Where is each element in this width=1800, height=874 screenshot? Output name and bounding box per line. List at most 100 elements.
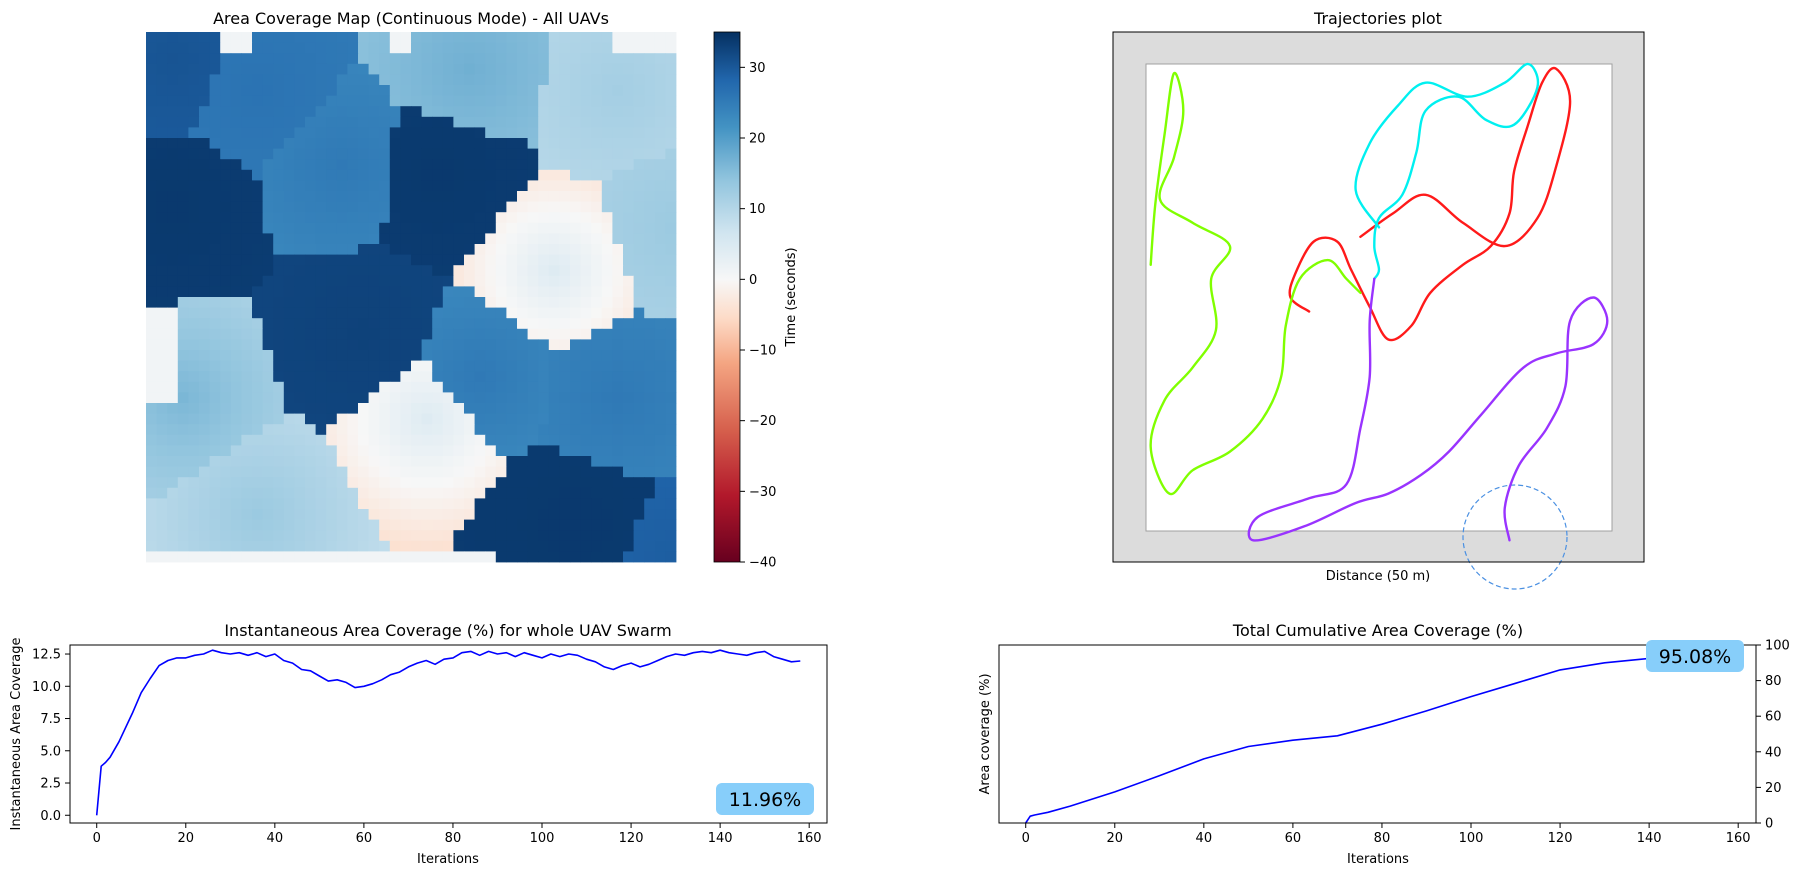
heatmap-cell — [538, 424, 550, 436]
heatmap-cell — [612, 371, 624, 383]
heatmap-cell — [464, 85, 475, 96]
heatmap-cell — [559, 286, 571, 298]
heatmap-cell — [347, 106, 359, 118]
heatmap-cell — [623, 445, 634, 457]
heatmap-cell — [230, 424, 242, 436]
heatmap-cell — [220, 498, 232, 510]
heatmap-cell — [294, 180, 306, 192]
heatmap-cell — [400, 371, 412, 383]
heatmap-cell — [485, 233, 497, 245]
heatmap-cell — [389, 498, 401, 510]
heatmap-cell — [220, 74, 232, 86]
heatmap-cell — [474, 413, 486, 425]
heatmap-cell — [241, 318, 253, 330]
heatmap-cell — [199, 159, 210, 171]
heatmap-cell — [580, 371, 592, 383]
heatmap-cell — [326, 159, 338, 171]
heatmap-cell — [389, 318, 401, 330]
heatmap-cell — [591, 540, 603, 552]
heatmap-cell — [432, 254, 444, 266]
heatmap-cell — [559, 212, 571, 224]
heatmap-cell — [411, 254, 422, 266]
cumulative-title: Total Cumulative Area Coverage (%) — [1232, 621, 1523, 640]
heatmap-cell — [146, 392, 157, 404]
heatmap-cell — [230, 413, 242, 425]
heatmap-cell — [336, 519, 348, 531]
x-tick-label: 100 — [1459, 831, 1484, 846]
heatmap-cell — [400, 413, 412, 425]
heatmap-cell — [665, 286, 677, 298]
heatmap-cell — [654, 434, 666, 446]
heatmap-cell — [442, 85, 454, 96]
heatmap-cell — [665, 456, 677, 467]
heatmap-cell — [241, 254, 253, 266]
heatmap-cell — [326, 138, 338, 149]
heatmap-cell — [474, 381, 486, 393]
heatmap-cell — [188, 286, 200, 298]
heatmap-cell — [538, 456, 550, 467]
heatmap-cell — [570, 487, 581, 499]
heatmap-cell — [199, 519, 210, 531]
heatmap-cell — [623, 275, 634, 287]
heatmap-cell — [612, 509, 624, 520]
cumulative-xlabel: Iterations — [1347, 852, 1409, 867]
heatmap-cell — [442, 403, 454, 414]
heatmap-cell — [156, 350, 168, 361]
heatmap-cell — [644, 328, 656, 340]
heatmap-cell — [623, 244, 634, 255]
heatmap-cell — [146, 445, 157, 457]
heatmap-cell — [485, 169, 497, 181]
heatmap-cell — [442, 212, 454, 224]
heatmap-cell — [411, 233, 422, 245]
heatmap-cell — [209, 424, 221, 436]
heatmap-cell — [453, 466, 465, 478]
heatmap-cell — [400, 392, 412, 404]
heatmap-cell — [294, 116, 306, 128]
heatmap-cell — [156, 487, 168, 499]
heatmap-cell — [548, 233, 560, 245]
heatmap-cell — [432, 339, 444, 351]
heatmap-cell — [464, 509, 475, 520]
heatmap-cell — [400, 286, 412, 298]
heatmap-cell — [633, 466, 645, 478]
heatmap-cell — [527, 254, 539, 266]
heatmap-cell — [177, 286, 189, 298]
heatmap-cell — [199, 148, 210, 160]
heatmap-cell — [262, 371, 274, 383]
heatmap-cell — [199, 318, 210, 330]
heatmap-cell — [209, 318, 221, 330]
heatmap-cell — [262, 222, 274, 234]
heatmap-cell — [453, 350, 465, 361]
heatmap-cell — [665, 53, 677, 65]
heatmap-cell — [665, 201, 677, 213]
heatmap-cell — [209, 413, 221, 425]
heatmap-cell — [358, 116, 369, 128]
heatmap-cell — [421, 530, 433, 542]
y-tick-label: 40 — [1765, 745, 1782, 760]
heatmap-cell — [527, 307, 539, 319]
heatmap-cell — [358, 487, 369, 499]
heatmap-cell — [623, 360, 634, 372]
heatmap-cell — [379, 116, 391, 128]
coverage-map-panel: Area Coverage Map (Continuous Mode) - Al… — [146, 9, 799, 571]
heatmap-cell — [326, 350, 338, 361]
heatmap-cell — [421, 212, 433, 224]
heatmap-cell — [517, 53, 528, 65]
heatmap-cell — [442, 392, 454, 404]
heatmap-cell — [591, 191, 603, 202]
heatmap-cell — [612, 265, 624, 277]
heatmap-cell — [411, 540, 422, 552]
heatmap-cell — [453, 381, 465, 393]
heatmap-cell — [665, 169, 677, 181]
heatmap-cell — [464, 434, 475, 446]
heatmap-cell — [411, 148, 422, 160]
heatmap-cell — [156, 360, 168, 372]
heatmap-cell — [230, 201, 242, 213]
heatmap-cell — [273, 297, 285, 308]
heatmap-cell — [442, 244, 454, 255]
heatmap-cell — [188, 254, 200, 266]
heatmap-cell — [633, 498, 645, 510]
heatmap-cell — [612, 85, 624, 96]
heatmap-cell — [326, 297, 338, 308]
heatmap-cell — [421, 466, 433, 478]
